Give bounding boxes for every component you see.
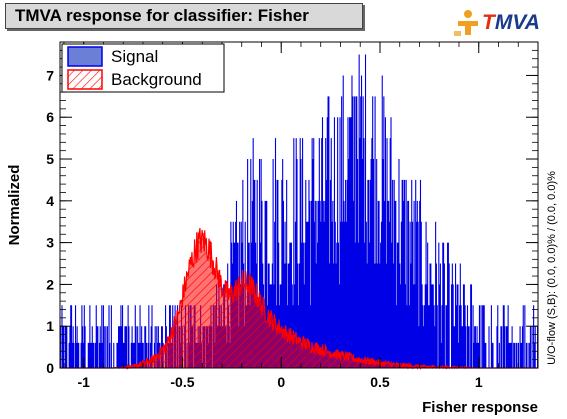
background-bins: [114, 228, 479, 368]
y-tick-label: 7: [46, 67, 54, 83]
plot-frame: [59, 41, 539, 369]
x-tick-label: 0: [277, 374, 285, 390]
legend-background-label: Background: [111, 70, 202, 89]
y-axis-label: Normalized: [6, 165, 23, 246]
tmva-logo: TMVA: [452, 9, 564, 37]
logo-figure-icon: [454, 10, 478, 36]
overflow-note: U/O-flow (S,B): (0.0, 0.0)% / (0.0, 0.0)…: [546, 171, 558, 365]
y-tick-label: 1: [46, 318, 54, 334]
legend-background-swatch: [67, 69, 103, 90]
x-tick-label: 0.5: [370, 374, 390, 390]
logo-wordmark: TMVA: [482, 11, 540, 35]
logo-letter-t: T: [482, 11, 495, 34]
logo-letters-mva: MVA: [494, 11, 540, 34]
y-tick-label: 5: [46, 151, 54, 167]
x-axis: -1 -0.5 0 0.5 1: [63, 42, 539, 390]
title-box: TMVA response for classifier: Fisher: [5, 3, 363, 29]
x-axis-label: Fisher response: [422, 399, 538, 416]
legend: Signal Background: [61, 43, 225, 93]
y-tick-label: 2: [46, 276, 54, 292]
x-tick-label: -0.5: [170, 374, 194, 390]
y-tick-label: 3: [46, 235, 54, 251]
page-title: TMVA response for classifier: Fisher: [15, 6, 309, 25]
y-tick-label: 0: [46, 360, 54, 376]
y-tick-label: 6: [46, 109, 54, 125]
legend-signal-swatch: [67, 46, 103, 67]
y-tick-label: 4: [46, 193, 54, 209]
x-tick-label: -1: [77, 374, 90, 390]
legend-signal-label: Signal: [111, 47, 158, 66]
x-tick-label: 1: [475, 374, 483, 390]
